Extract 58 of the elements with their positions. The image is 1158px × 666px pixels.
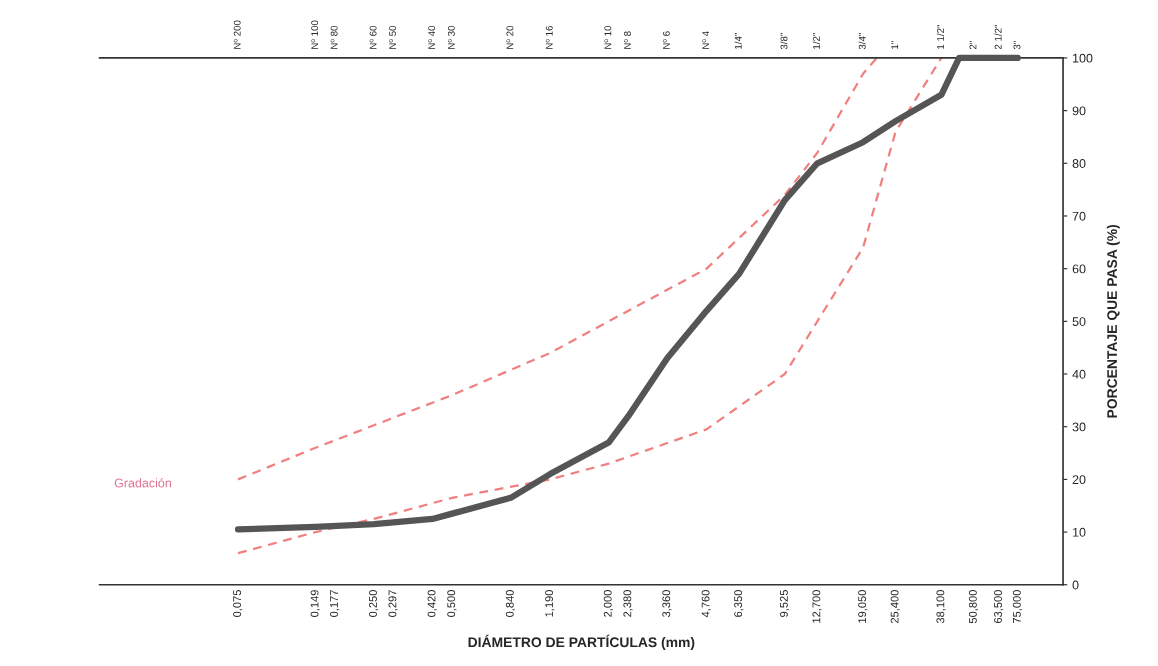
x-tick-label: 9,525 [779,590,790,617]
text: Nº 4 [702,31,710,49]
x-tick-label: 0,250 [369,590,379,617]
x-tick-label: 75,000 [1012,590,1023,624]
text: Nº 50 [389,25,396,49]
y-tick-label: 100 [1073,53,1093,63]
x-tick-label: 1,190 [545,590,555,617]
x-tick-label: 4,760 [701,590,711,618]
text: 2 1/2" [994,24,1002,50]
x-tick-label: 2,380 [623,590,633,617]
x-tick-label: 0,297 [388,590,398,617]
x-tick-label: 3,360 [662,590,672,617]
y-tick-label: 80 [1072,159,1086,168]
text: Nº 100 [311,20,319,49]
x-tick-label: 19,050 [858,590,868,623]
text: Nº 20 [506,25,514,49]
x-tick-label: 0,177 [330,590,340,617]
y-axis-title: PORCENTAJE QUE PASA (%) [1106,224,1120,418]
x-tick-label: 0,149 [310,590,320,617]
y-tick-label: 40 [1072,369,1086,379]
text: Nº 60 [369,25,377,49]
text: 1 1/2" [936,24,944,49]
text: 2" [969,41,977,50]
y-tick-label: 70 [1072,211,1086,221]
text: 1/2" [812,33,820,49]
x-tick-label: 0,420 [427,590,437,617]
y-tick-label: 0 [1072,580,1079,590]
annotation: Gradación [114,478,171,488]
y-tick-label: 30 [1072,422,1086,432]
x-tick-label: 2,000 [603,590,613,617]
text: 3/4" [858,33,866,50]
text: Nº 8 [624,31,631,49]
text: Nº 30 [447,25,455,49]
text: 3/8" [780,33,788,50]
text: Nº 16 [545,25,553,49]
text: 1/4" [734,33,742,49]
x-tick-label: 6,350 [734,590,744,617]
x-tick-label: 38,100 [936,590,946,624]
x-axis-title: DIÁMETRO DE PARTÍCULAS (mm) [468,634,695,650]
y-tick-label: 50 [1072,317,1086,326]
y-tick-label: 10 [1073,527,1086,537]
text: Nº 10 [604,25,612,49]
text: 1" [891,41,899,49]
text: Nº 200 [233,20,241,49]
text: Nº 40 [428,25,436,49]
x-tick-label: 0,075 [233,590,243,617]
y-tick-label: 20 [1072,475,1086,485]
y-tick-label: 60 [1072,264,1086,274]
text: Nº 6 [662,31,670,49]
text: 3" [1013,41,1021,50]
x-tick-label: 0,500 [447,590,457,617]
x-tick-label: 12,700 [812,590,822,623]
y-tick-label: 90 [1072,106,1086,116]
text: Nº 80 [330,25,338,49]
x-tick-label: 0,840 [505,590,516,617]
x-tick-label: 63,500 [994,590,1004,624]
x-tick-label: 25,400 [890,590,900,624]
x-tick-label: 50,800 [968,590,979,624]
